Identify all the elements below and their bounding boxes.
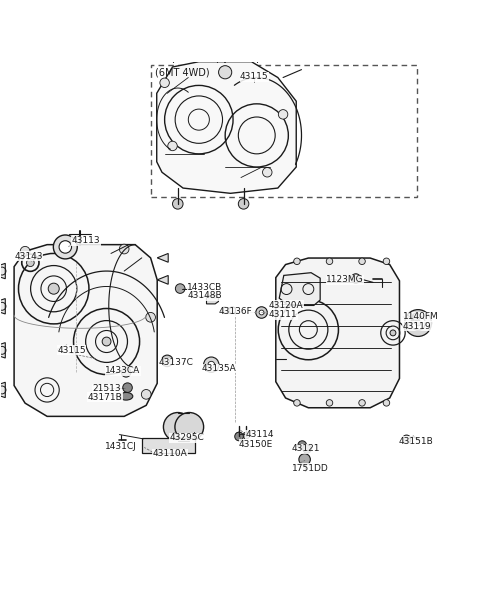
Text: 43295C: 43295C <box>169 434 204 443</box>
Circle shape <box>415 320 421 326</box>
Circle shape <box>383 400 390 406</box>
Text: 43151B: 43151B <box>399 437 433 446</box>
Circle shape <box>172 198 183 209</box>
Text: 1431CJ: 1431CJ <box>105 441 137 450</box>
Text: 43120A: 43120A <box>269 301 303 310</box>
Text: 1140FM: 1140FM <box>403 312 438 321</box>
Circle shape <box>123 383 132 393</box>
Polygon shape <box>0 264 5 279</box>
Polygon shape <box>279 273 320 306</box>
Text: 43143: 43143 <box>14 251 43 260</box>
Text: 43110A: 43110A <box>153 449 188 458</box>
Circle shape <box>359 400 365 406</box>
Circle shape <box>390 330 396 336</box>
Circle shape <box>163 412 192 441</box>
Circle shape <box>351 274 360 283</box>
Circle shape <box>53 235 77 259</box>
Circle shape <box>20 247 30 256</box>
Text: 43137C: 43137C <box>158 358 193 367</box>
Circle shape <box>169 37 176 44</box>
Text: 21513: 21513 <box>93 384 121 393</box>
Circle shape <box>359 258 365 265</box>
Circle shape <box>175 284 185 294</box>
Circle shape <box>411 316 425 330</box>
Text: 43111: 43111 <box>269 311 297 320</box>
Circle shape <box>218 66 232 79</box>
Text: 43114: 43114 <box>246 430 274 439</box>
Circle shape <box>303 444 312 453</box>
Polygon shape <box>157 62 296 194</box>
Circle shape <box>204 357 219 372</box>
Polygon shape <box>14 245 157 416</box>
Circle shape <box>294 258 300 265</box>
Text: 1751DD: 1751DD <box>292 464 328 473</box>
Ellipse shape <box>120 393 133 400</box>
Text: 43115: 43115 <box>240 72 269 81</box>
Text: 43115: 43115 <box>57 346 86 355</box>
Polygon shape <box>157 276 168 284</box>
Text: 1123MG: 1123MG <box>326 276 364 285</box>
Polygon shape <box>206 295 218 304</box>
Circle shape <box>120 244 129 254</box>
Circle shape <box>278 110 288 119</box>
Circle shape <box>161 355 173 367</box>
Circle shape <box>256 307 267 318</box>
Circle shape <box>236 432 242 439</box>
FancyBboxPatch shape <box>143 438 194 453</box>
Circle shape <box>326 258 333 265</box>
Polygon shape <box>157 253 168 262</box>
Circle shape <box>214 37 220 44</box>
Circle shape <box>102 337 111 346</box>
Circle shape <box>259 310 264 315</box>
Text: 1433CA: 1433CA <box>105 367 140 376</box>
Text: 43135A: 43135A <box>202 364 237 373</box>
Circle shape <box>243 432 250 439</box>
Circle shape <box>160 78 169 87</box>
Circle shape <box>48 283 59 294</box>
Circle shape <box>299 453 311 465</box>
Circle shape <box>326 400 333 406</box>
Circle shape <box>405 309 432 336</box>
Circle shape <box>263 168 272 177</box>
Circle shape <box>141 390 151 399</box>
Polygon shape <box>276 258 399 408</box>
Polygon shape <box>0 382 5 397</box>
Text: 43119: 43119 <box>403 322 432 331</box>
Text: 43113: 43113 <box>72 236 100 245</box>
Circle shape <box>298 441 307 449</box>
Circle shape <box>121 368 131 377</box>
Text: 43136F: 43136F <box>218 306 252 315</box>
Text: 43121: 43121 <box>292 444 320 453</box>
Polygon shape <box>222 307 235 314</box>
Circle shape <box>59 241 72 253</box>
Circle shape <box>168 141 177 151</box>
Circle shape <box>208 361 215 368</box>
Text: 1433CB: 1433CB <box>187 283 223 292</box>
Bar <box>152 65 417 197</box>
Polygon shape <box>0 343 5 358</box>
Text: 43150E: 43150E <box>239 440 273 449</box>
Circle shape <box>165 358 169 363</box>
Circle shape <box>175 412 204 441</box>
Circle shape <box>146 312 156 322</box>
Circle shape <box>235 432 243 441</box>
Circle shape <box>383 258 390 265</box>
Text: (6MT 4WD): (6MT 4WD) <box>155 68 209 78</box>
Text: 43171B: 43171B <box>88 393 122 402</box>
Circle shape <box>402 435 411 444</box>
Circle shape <box>239 198 249 209</box>
Polygon shape <box>0 298 5 314</box>
Circle shape <box>294 400 300 406</box>
Circle shape <box>26 259 34 267</box>
Circle shape <box>253 37 260 44</box>
Text: 43148B: 43148B <box>187 291 222 300</box>
Circle shape <box>412 313 420 321</box>
